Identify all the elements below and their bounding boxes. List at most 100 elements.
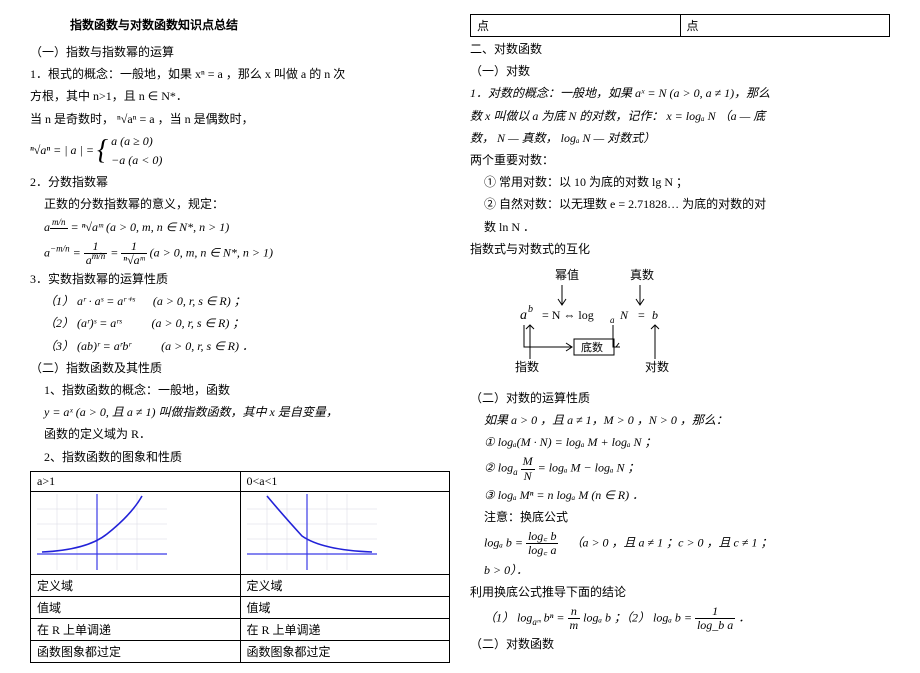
den: ⁿ√aᵐ	[121, 254, 146, 267]
text: 数 ln N ．	[484, 218, 890, 237]
text: 二、对数函数	[470, 40, 890, 59]
text: 函数的定义域为 R．	[44, 425, 450, 444]
text: 1、指数函数的概念：一般地，函数	[44, 381, 450, 400]
log-quotient-rule: ② loga M N = logₐ M − logₐ N ；	[484, 455, 890, 482]
table-row: 函数图象都过定	[31, 640, 241, 662]
table-row: 定义域	[31, 574, 241, 596]
text: ① logₐ(M · N) = logₐ M + logₐ N ；	[484, 433, 890, 452]
svg-text:b: b	[652, 308, 658, 322]
graph-decreasing	[240, 491, 450, 574]
text: 指数式与对数式的互化	[470, 240, 890, 259]
text: b > 0）．	[484, 561, 890, 580]
text: 如果 a > 0 ，且 a ≠ 1，M > 0 ，N > 0 ，那么：	[484, 411, 890, 430]
left-column: 指数函数与对数函数知识点总结 （一）指数与指数幂的运算 1．根式的概念：一般地，…	[30, 10, 450, 663]
top-small-table: 点 点	[470, 14, 890, 37]
table-row: 值域	[31, 596, 241, 618]
lhs: logₐ b =	[484, 536, 526, 550]
suffix: = logₐ M − logₐ N ；	[538, 461, 640, 475]
table-row: 在 R 上单调递	[240, 618, 450, 640]
cond: (a > 0, r, s ∈ R) ；	[153, 294, 246, 308]
p1: （1） log	[484, 610, 532, 624]
label-zhi: 指数	[515, 359, 539, 374]
formula: am/n = ⁿ√aᵐ (a > 0, m, n ∈ N*, n > 1)	[44, 218, 450, 237]
den: log_b a	[695, 619, 735, 632]
text: ③ logₐ Mⁿ = n logₐ M (n ∈ R) ．	[484, 486, 890, 505]
section-2-heading: （二）指数函数及其性质	[30, 359, 450, 378]
table-header-a-lt-1: 0<a<1	[240, 471, 450, 491]
formula-text: = ⁿ√aᵐ (a > 0, m, n ∈ N*, n > 1)	[71, 220, 230, 234]
text: 3．实数指数幂的运算性质	[30, 270, 450, 289]
text: 数 x 叫做以 a 为底 N 的对数，记作： x = logₐ N （a — 底	[470, 107, 890, 126]
prefix: ② log	[484, 461, 513, 475]
text: （二）对数函数	[470, 635, 890, 654]
cell-dian-2: 点	[680, 15, 890, 37]
case-neg: −a (a < 0)	[111, 151, 162, 170]
text: 正数的分数指数幂的意义，规定：	[44, 195, 450, 214]
cond: (a > 0, r, s ∈ R) ；	[152, 316, 245, 330]
corollary: （1） logaᵐ bⁿ = n m logₐ b ；（2） logₐ b = …	[484, 605, 890, 632]
text: 两个重要对数：	[470, 151, 890, 170]
table-header-a-gt-1: a>1	[31, 471, 241, 491]
cond: （a > 0 ，且 a ≠ 1 ；c > 0 ，且 c ≠ 1 ；	[570, 536, 772, 550]
label-di: 底数	[581, 340, 603, 354]
den: N	[521, 470, 535, 483]
table-row: 函数图象都过定	[240, 640, 450, 662]
lhs: ⁿ√aⁿ = | a | =	[30, 143, 94, 157]
graph-increasing	[31, 491, 241, 574]
cond: (a > 0, m, n ∈ N*, n > 1)	[150, 245, 273, 259]
rule: （1） aʳ · aˢ = aʳ⁺ˢ	[44, 294, 135, 308]
text: 数， N — 真数， logₐ N — 对数式）	[470, 129, 890, 148]
num: M	[521, 455, 535, 469]
num: 1	[695, 605, 735, 619]
cond: (a > 0, r, s ∈ R) ．	[161, 339, 254, 353]
rule-2: （2） (aʳ)ˢ = aʳˢ (a > 0, r, s ∈ R) ；	[44, 314, 450, 333]
text: 当 n 是奇数时， ⁿ√aⁿ = a ，当 n 是偶数时，	[30, 110, 450, 129]
num: 1	[121, 240, 146, 254]
exp-num: m/n	[50, 218, 68, 229]
den: log꜀ a	[526, 544, 559, 557]
text: 1．对数的概念：一般地，如果 aˣ = N (a > 0, a ≠ 1)，那么	[470, 84, 890, 103]
cell-dian-1: 点	[471, 15, 681, 37]
text: 2、指数函数的图象和性质	[44, 448, 450, 467]
text: 2．分数指数幂	[30, 173, 450, 192]
text: 1．根式的概念：一般地，如果 xⁿ = a ，那么 x 叫做 a 的 n 次	[30, 65, 450, 84]
end: ．	[738, 610, 750, 624]
svg-text:= N ⇔ log: = N ⇔ log	[542, 308, 594, 322]
text: y = aˣ (a > 0, 且 a ≠ 1) 叫做指数函数，其中 x 是自变量…	[44, 403, 450, 422]
section-1-heading: （一）指数与指数幂的运算	[30, 43, 450, 62]
conversion-diagram: 幂值 真数 a b = N ⇔ log a N = b 底数 指数 对数	[470, 267, 890, 377]
num: log꜀ b	[526, 530, 559, 544]
table-row: 值域	[240, 596, 450, 618]
text: （一）对数	[470, 62, 890, 81]
label-mi: 幂值	[555, 267, 579, 282]
table-row: 定义域	[240, 574, 450, 596]
formula: a−m/n = 1 am/n = 1 ⁿ√aᵐ (a > 0, m, n ∈ N…	[44, 240, 450, 267]
piecewise-formula: ⁿ√aⁿ = | a | = { a (a ≥ 0) −a (a < 0)	[30, 132, 450, 170]
right-column: 点 点 二、对数函数 （一）对数 1．对数的概念：一般地，如果 aˣ = N (…	[470, 10, 890, 663]
text: （二）对数的运算性质	[470, 389, 890, 408]
exp-function-table: a>1 0<a<1	[30, 471, 450, 663]
rule: （2） (aʳ)ˢ = aʳˢ	[44, 316, 122, 330]
case-pos: a (a ≥ 0)	[111, 132, 162, 151]
rule-3: （3） (ab)ʳ = aʳbʳ (a > 0, r, s ∈ R) ．	[44, 337, 450, 356]
p2: bⁿ =	[544, 610, 568, 624]
label-dui: 对数	[645, 359, 669, 374]
svg-text:N: N	[619, 308, 629, 322]
den: m	[568, 619, 581, 632]
doc-title: 指数函数与对数函数知识点总结	[70, 16, 450, 33]
text: ① 常用对数：以 10 为底的对数 lg N ；	[484, 173, 890, 192]
svg-text:b: b	[528, 304, 533, 315]
svg-text:a: a	[520, 308, 527, 323]
sub: aᵐ	[532, 617, 540, 627]
svg-text:=: =	[638, 308, 645, 322]
rule-1: （1） aʳ · aˢ = aʳ⁺ˢ (a > 0, r, s ∈ R) ；	[44, 292, 450, 311]
change-of-base: logₐ b = log꜀ b log꜀ a （a > 0 ，且 a ≠ 1 ；…	[484, 530, 890, 557]
text: 方根，其中 n>1，且 n ∈ N*．	[30, 87, 450, 106]
text: ② 自然对数：以无理数 e = 2.71828… 为底的对数的对	[484, 195, 890, 214]
mid: logₐ b ；（2） logₐ b =	[583, 610, 695, 624]
label-zhen: 真数	[630, 267, 654, 282]
text: 注意：换底公式	[484, 508, 890, 527]
table-row: 在 R 上单调递	[31, 618, 241, 640]
num: n	[568, 605, 581, 619]
text: 利用换底公式推导下面的结论	[470, 583, 890, 602]
